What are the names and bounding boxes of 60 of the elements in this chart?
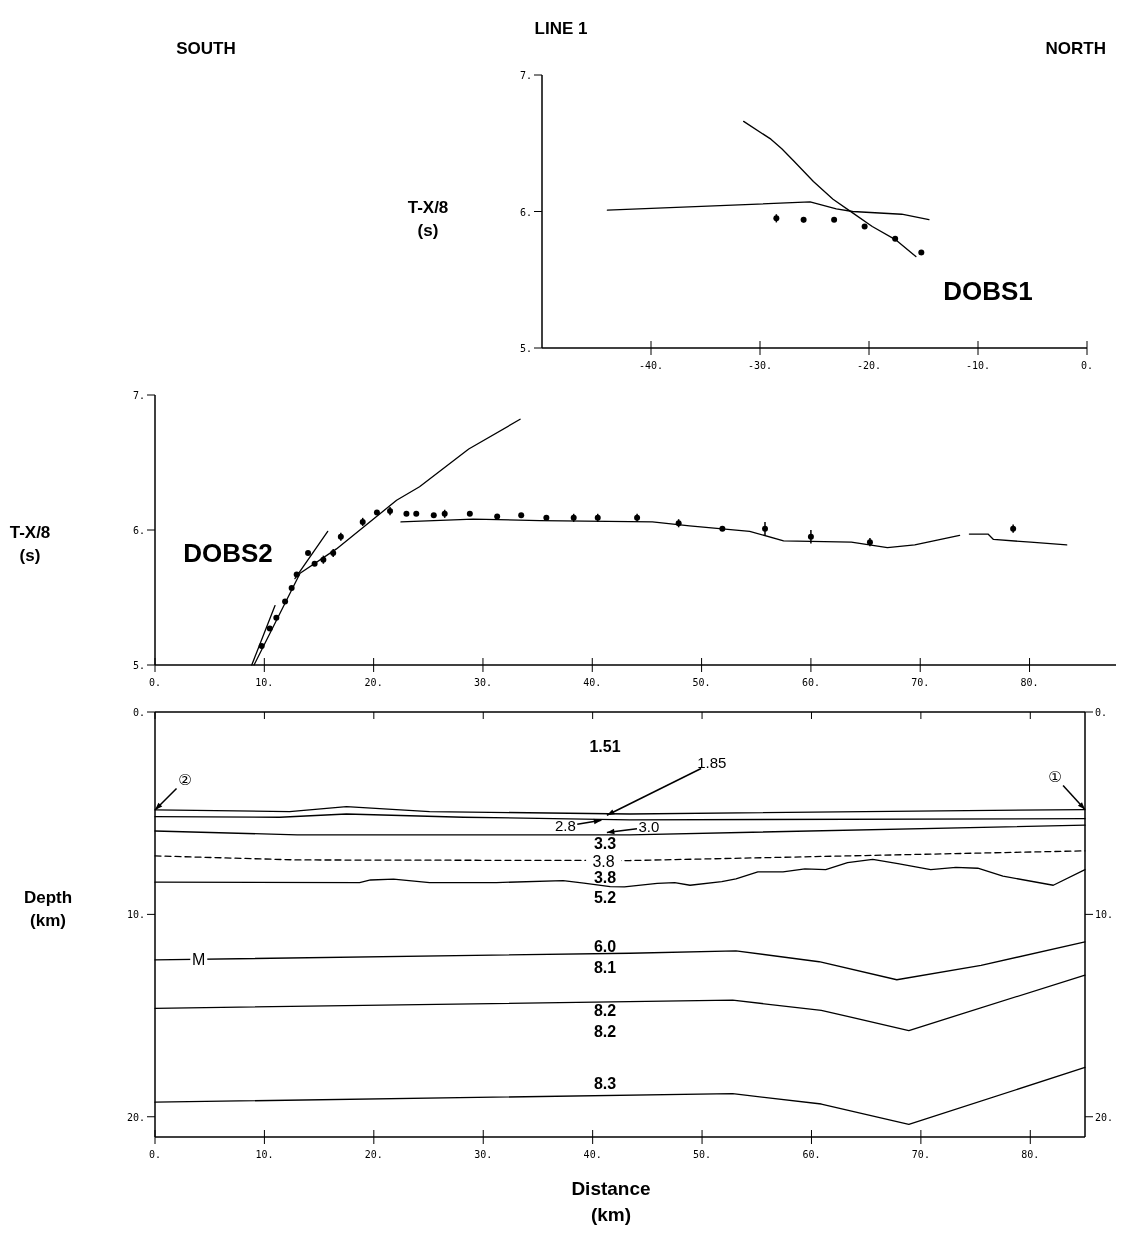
x-tick-label: 30. (473, 677, 492, 688)
x-tick-label: 0. (148, 677, 162, 688)
x-tick-label: 50. (693, 1149, 712, 1160)
annotation: 2.8 (554, 817, 576, 835)
x-tick-label: 50. (692, 677, 711, 688)
x-tick-label: 40. (583, 1149, 602, 1160)
y-tick-label: 5. (519, 343, 532, 354)
x-tick-label: 70. (911, 1149, 930, 1160)
x-tick-label: -40. (638, 360, 664, 371)
y-tick-label: 20. (126, 1111, 145, 1123)
x-tick-label: 70. (911, 677, 930, 688)
x-tick-label: 0. (148, 1149, 162, 1160)
y-tick-label: 6. (519, 206, 532, 218)
annotation: 6.0 (593, 938, 617, 955)
x-tick-label: 30. (474, 1149, 493, 1160)
chart-title: LINE 1 (534, 19, 588, 38)
x-tick-label: 80. (1021, 1149, 1040, 1160)
x-tick-label: -20. (856, 360, 882, 371)
annotation: 3.8 (593, 869, 617, 886)
annotation: 8.2 (593, 1023, 617, 1040)
x-tick-label: 60. (801, 677, 820, 688)
y-tick-label: 10. (126, 909, 145, 921)
x-tick-label: -10. (965, 360, 991, 371)
annotation: DOBS1 (943, 276, 1033, 306)
y-tick-label: 7. (132, 390, 145, 401)
x-axis-title: Distance (km) (571, 1178, 651, 1225)
x-tick-label: 10. (255, 1149, 274, 1160)
annotation: 3.3 (593, 835, 617, 852)
annotation: 1.51 (589, 738, 621, 755)
x-tick-label: -30. (747, 360, 773, 371)
x-tick-label: 20. (364, 677, 383, 688)
annotation: 3.8 (592, 852, 615, 870)
y2-tick-label: 10. (1095, 909, 1114, 921)
annotation: 1.85 (697, 754, 727, 772)
annotation: 8.1 (593, 959, 617, 976)
annotation: ② (178, 770, 192, 788)
annotation: 3.0 (638, 818, 660, 836)
annotation: 5.2 (593, 889, 617, 906)
y-tick-label: 7. (519, 70, 532, 81)
y-tick-label: 0. (132, 707, 145, 718)
x-tick-label: 40. (583, 677, 602, 688)
x-tick-label: 60. (802, 1149, 821, 1160)
y2-tick-label: 0. (1095, 707, 1108, 718)
y2-tick-label: 20. (1095, 1111, 1114, 1123)
text: SOUTH (176, 39, 236, 58)
x-tick-label: 80. (1020, 677, 1039, 688)
annotation: M (192, 950, 206, 968)
annotation: 8.2 (593, 1002, 617, 1019)
y-axis-title: T-X/8 (s) (407, 198, 449, 240)
y-axis-title: T-X/8 (s) (9, 523, 51, 565)
y-axis-title: Depth (km) (23, 888, 73, 930)
y-tick-label: 6. (132, 525, 145, 536)
annotation: ① (1048, 767, 1062, 785)
x-tick-label: 10. (255, 677, 274, 688)
y-tick-label: 5. (132, 660, 145, 671)
x-tick-label: 20. (364, 1149, 383, 1160)
text: NORTH (1045, 39, 1106, 58)
x-tick-label: 0. (1080, 360, 1094, 371)
annotation: DOBS2 (183, 538, 273, 568)
annotation: 8.3 (593, 1075, 617, 1092)
